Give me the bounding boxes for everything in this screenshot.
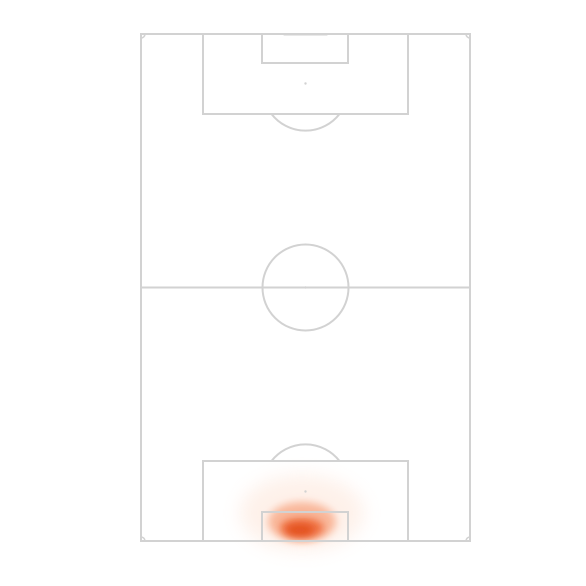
corner-top-left <box>140 33 146 39</box>
heat-hotspot <box>286 524 314 536</box>
pitch-lines <box>140 33 471 542</box>
bottom-goal-area <box>261 511 349 542</box>
bottom-penalty-arc <box>270 443 341 462</box>
top-goal-area <box>261 33 349 64</box>
corner-bottom-left <box>140 536 146 542</box>
center-circle <box>261 243 350 332</box>
top-penalty-spot <box>304 82 307 85</box>
top-penalty-area <box>202 33 409 115</box>
corner-bottom-right <box>465 536 471 542</box>
top-penalty-arc <box>270 113 341 132</box>
center-spot <box>304 286 307 289</box>
bottom-penalty-spot <box>304 490 307 493</box>
corner-top-right <box>465 33 471 39</box>
